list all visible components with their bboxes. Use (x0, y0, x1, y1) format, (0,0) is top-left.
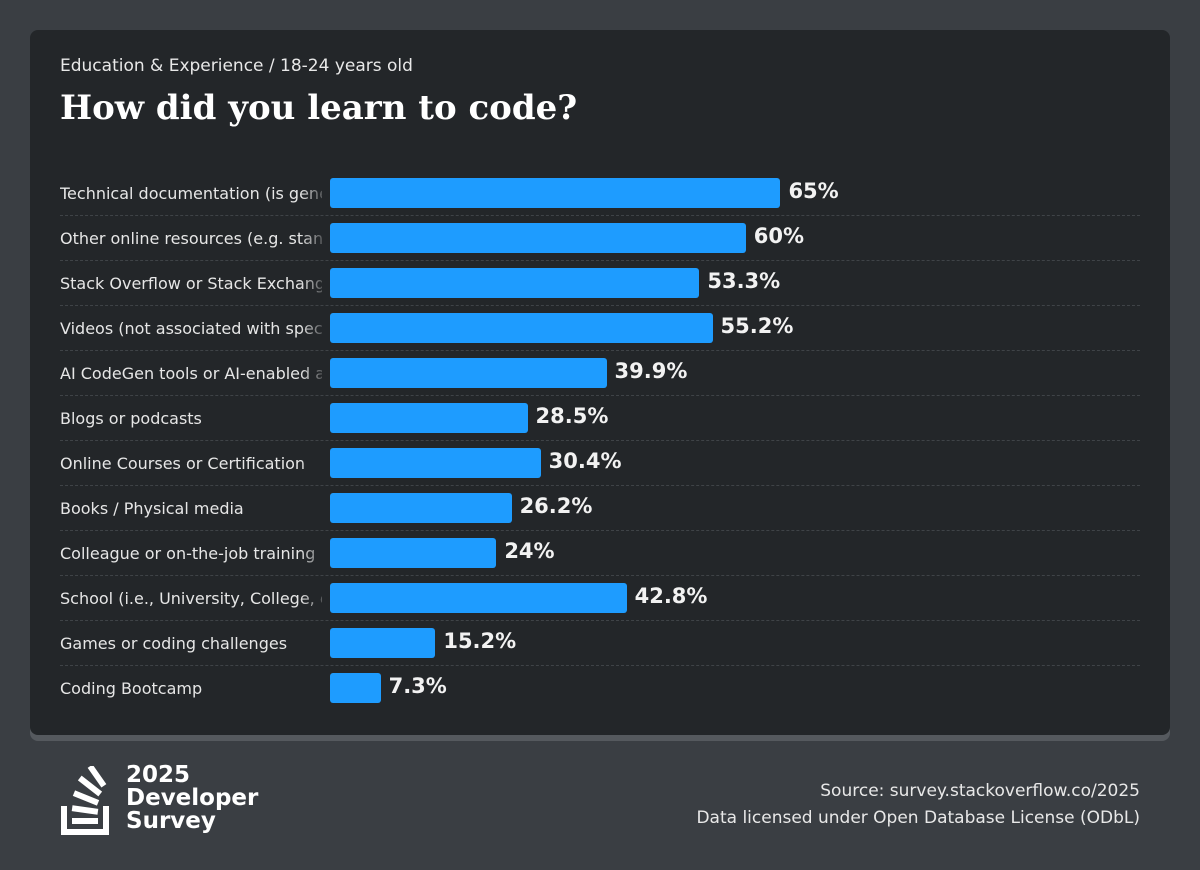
category-label: Games or coding challenges (60, 634, 288, 653)
value-label: 53.3% (707, 269, 781, 293)
bar[interactable] (330, 538, 497, 568)
bar[interactable] (330, 493, 512, 523)
logo-developer: Developer (126, 785, 259, 811)
value-label: 26.2% (519, 494, 593, 518)
bar[interactable] (330, 583, 627, 613)
row-divider (60, 665, 1140, 666)
bar-row: Games or coding challenges 15.2% (60, 621, 1140, 666)
label-fade (300, 179, 330, 209)
row-divider (60, 575, 1140, 576)
bar[interactable] (330, 178, 781, 208)
value-label: 65% (788, 179, 839, 203)
value-label: 30.4% (548, 449, 622, 473)
logo-text: 2025 Developer Survey (126, 764, 258, 833)
category-label: Blogs or podcasts (60, 409, 202, 428)
category-label: AI CodeGen tools or AI-enabled apps (60, 364, 322, 383)
row-divider (60, 305, 1140, 306)
bar-row: Coding Bootcamp 7.3% (60, 666, 1140, 711)
category-label: Coding Bootcamp (60, 679, 203, 698)
chart-subtitle: Education & Experience / 18-24 years old (60, 56, 413, 76)
label-fade (300, 494, 330, 524)
label-fade (300, 539, 330, 569)
value-label: 15.2% (443, 629, 517, 653)
label-fade (300, 314, 330, 344)
category-label: Stack Overflow or Stack Exchange (60, 274, 322, 293)
value-label: 55.2% (720, 314, 794, 338)
category-label: Videos (not associated with specific onl… (60, 319, 322, 338)
row-divider (60, 530, 1140, 531)
bar[interactable] (330, 358, 607, 388)
row-divider (60, 620, 1140, 621)
category-label: Online Courses or Certification (60, 454, 306, 473)
label-fade (300, 359, 330, 389)
bar[interactable] (330, 673, 381, 703)
bar-row: Other online resources (e.g. standard se… (60, 216, 1140, 261)
row-divider (60, 260, 1140, 261)
logo-year: 2025 (126, 762, 191, 788)
bar-row: School (i.e., University, College, etc) 4… (60, 576, 1140, 621)
category-label: School (i.e., University, College, etc) (60, 589, 322, 608)
source-link[interactable]: Source: survey.stackoverflow.co/2025 (820, 781, 1140, 801)
chart-card: Education & Experience / 18-24 years old… (30, 30, 1170, 735)
label-fade (300, 449, 330, 479)
license-text: Data licensed under Open Database Licens… (696, 808, 1140, 828)
label-fade (300, 224, 330, 254)
bar[interactable] (330, 448, 541, 478)
bar-row: Online Courses or Certification 30.4% (60, 441, 1140, 486)
row-divider (60, 395, 1140, 396)
bar-row: Videos (not associated with specific onl… (60, 306, 1140, 351)
row-divider (60, 440, 1140, 441)
category-label: Books / Physical media (60, 499, 244, 518)
label-fade (300, 404, 330, 434)
row-divider (60, 215, 1140, 216)
bar[interactable] (330, 313, 713, 343)
label-fade (300, 269, 330, 299)
value-label: 7.3% (388, 674, 447, 698)
category-label: Other online resources (e.g. standard se… (60, 229, 322, 248)
category-label: Technical documentation (is generated fo… (60, 184, 322, 203)
bar-row: Colleague or on-the-job training 24% (60, 531, 1140, 576)
label-fade (300, 629, 330, 659)
bar-row: Technical documentation (is generated fo… (60, 171, 1140, 216)
value-label: 24% (504, 539, 555, 563)
source-block: Source: survey.stackoverflow.co/2025 Dat… (696, 778, 1140, 832)
bar-row: Stack Overflow or Stack Exchange 53.3% (60, 261, 1140, 306)
category-label: Colleague or on-the-job training (60, 544, 316, 563)
value-label: 42.8% (634, 584, 708, 608)
bar-row: Books / Physical media 26.2% (60, 486, 1140, 531)
bar-row: Blogs or podcasts 28.5% (60, 396, 1140, 441)
bar-row: AI CodeGen tools or AI-enabled apps 39.9% (60, 351, 1140, 396)
value-label: 39.9% (614, 359, 688, 383)
developer-survey-logo: 2025 Developer Survey (60, 764, 280, 844)
stack-logo-icon (61, 766, 109, 835)
bar[interactable] (330, 268, 700, 298)
chart-title: How did you learn to code? (60, 88, 578, 128)
bar[interactable] (330, 223, 746, 253)
value-label: 28.5% (535, 404, 609, 428)
bar[interactable] (330, 628, 436, 658)
value-label: 60% (753, 224, 805, 248)
logo-survey: Survey (126, 808, 216, 834)
label-fade (300, 674, 330, 704)
bar[interactable] (330, 403, 528, 433)
row-divider (60, 350, 1140, 351)
label-fade (300, 584, 330, 614)
row-divider (60, 485, 1140, 486)
